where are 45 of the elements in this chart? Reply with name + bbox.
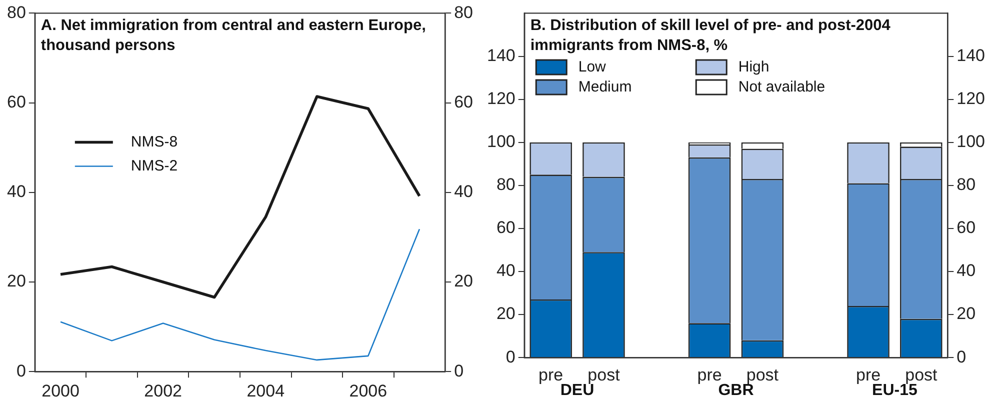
y-tick-label: 0 bbox=[16, 361, 26, 380]
legend-label: High bbox=[738, 58, 770, 76]
y2-tick-label: 100 bbox=[956, 132, 986, 152]
x-tick-label: post bbox=[746, 365, 779, 384]
text: B. Distribution of skill level of pre- and post-2004 immigrants from NMS-8, % bbox=[530, 17, 891, 54]
y2-tick-label: 60 bbox=[454, 92, 474, 112]
y-tick-label: 100 bbox=[486, 132, 516, 152]
x-tick-label: 2000 bbox=[42, 381, 80, 400]
y-tick-label: 80 bbox=[496, 175, 516, 194]
y-tick-label: 20 bbox=[6, 272, 26, 291]
legend-label: Low bbox=[578, 58, 606, 76]
y-tick-label: 120 bbox=[486, 88, 516, 108]
text: A. Net immigration from central and eastern Europe, thousand persons bbox=[40, 17, 426, 54]
y-tick-label: 40 bbox=[496, 261, 516, 280]
y-tick-label: 40 bbox=[6, 182, 26, 202]
y2-tick-label: 40 bbox=[454, 182, 474, 202]
legend-label: Medium bbox=[578, 78, 632, 96]
y2-tick-label: 40 bbox=[956, 261, 976, 280]
y2-tick-label: 80 bbox=[454, 2, 474, 22]
legend-label: NMS-8 bbox=[130, 133, 178, 150]
x-tick-label: 2004 bbox=[246, 381, 285, 400]
x-tick-label: pre bbox=[538, 365, 564, 384]
y2-tick-label: 80 bbox=[956, 175, 976, 194]
legend-label: NMS-2 bbox=[130, 157, 178, 174]
y-tick-label: 140 bbox=[486, 46, 516, 65]
x-tick-label: post bbox=[588, 365, 620, 384]
y2-tick-label: 140 bbox=[956, 46, 986, 65]
y-tick-label: 80 bbox=[6, 2, 26, 22]
y2-tick-label: 0 bbox=[956, 347, 966, 366]
y2-tick-label: 120 bbox=[956, 88, 986, 108]
x-tick-label: pre bbox=[856, 365, 881, 384]
y-tick-label: 60 bbox=[6, 92, 26, 112]
x-tick-label: post bbox=[905, 365, 938, 384]
x-tick-label: 2002 bbox=[144, 381, 182, 400]
y2-tick-label: 60 bbox=[956, 218, 976, 238]
y2-tick-label: 0 bbox=[454, 361, 464, 380]
y2-tick-label: 20 bbox=[956, 304, 976, 324]
legend-label: Not available bbox=[738, 78, 826, 96]
y2-tick-label: 20 bbox=[454, 272, 474, 291]
text: GBR bbox=[718, 382, 754, 400]
y-tick-label: 60 bbox=[496, 218, 516, 238]
y-tick-label: 0 bbox=[506, 347, 516, 366]
x-tick-label: pre bbox=[697, 365, 722, 384]
y-tick-label: 20 bbox=[496, 304, 516, 324]
x-tick-label: 2006 bbox=[349, 381, 388, 400]
